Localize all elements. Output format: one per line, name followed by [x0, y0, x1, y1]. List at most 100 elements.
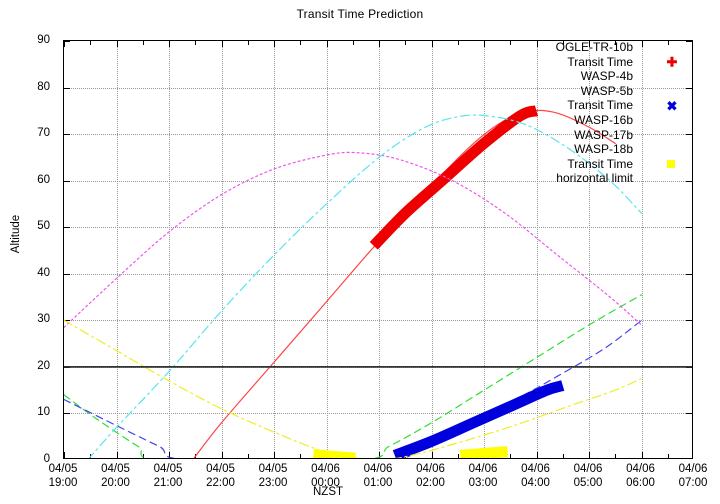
gridline-horizontal [64, 87, 692, 89]
x-tick-mark-minor [562, 41, 564, 45]
x-tick-mark [64, 41, 65, 47]
gridline-horizontal [64, 413, 692, 415]
gridline-horizontal [64, 180, 692, 182]
x-tick-mark [274, 41, 275, 47]
y-tick-label: 70 [37, 127, 50, 140]
x-tick-label: 04/05 23:00 [259, 462, 288, 490]
x-tick-mark-minor [195, 41, 197, 45]
x-tick-date: 04/06 [521, 463, 550, 475]
x-tick-time: 23:00 [258, 477, 288, 489]
x-tick-mark-minor [615, 41, 617, 45]
x-tick-mark-minor [667, 454, 669, 458]
x-tick-time: 01:00 [363, 477, 393, 489]
legend-item: Transit Time [500, 157, 693, 172]
x-tick-mark-minor [510, 454, 512, 458]
x-tick-time: 03:00 [468, 477, 498, 489]
x-tick-label: 04/05 20:00 [101, 462, 130, 490]
series-line [369, 105, 539, 250]
gridline-vertical [326, 41, 328, 458]
legend-marker-plus: ✚ [666, 54, 678, 70]
legend-label: WASP-17b [574, 127, 633, 142]
x-tick-mark-minor [142, 41, 144, 45]
y-tick-mark [64, 273, 70, 275]
x-tick-mark [484, 41, 485, 47]
x-tick-date: 04/05 [101, 463, 130, 475]
x-tick-mark [431, 41, 433, 47]
y-tick-mark [64, 180, 70, 182]
series-line [64, 319, 643, 458]
x-tick-date: 04/05 [153, 463, 183, 475]
y-tick-label: 90 [37, 34, 50, 46]
legend-item: OGLE-TR-10b [500, 40, 693, 55]
y-tick-label: 50 [37, 220, 50, 233]
x-tick-mark [116, 41, 118, 47]
x-tick-mark-minor [90, 41, 92, 45]
x-tick-mark-minor [247, 454, 249, 458]
series-line [88, 114, 643, 458]
gridline-horizontal [64, 134, 692, 136]
y-tick-label: 20 [37, 359, 50, 372]
y-tick-label: 80 [37, 80, 50, 93]
series-line [392, 380, 565, 458]
x-tick-mark-minor [300, 41, 302, 45]
x-tick-mark-minor [300, 454, 302, 458]
x-tick-mark-minor [510, 41, 512, 45]
x-tick-date: 04/06 [678, 463, 708, 475]
y-tick-mark [686, 180, 692, 182]
x-tick-time: 20:00 [101, 477, 130, 489]
x-tick-mark [641, 452, 643, 458]
gridline-vertical [431, 41, 433, 458]
y-tick-label: 40 [37, 266, 50, 279]
gridline-vertical [379, 41, 380, 458]
x-tick-date: 04/06 [573, 463, 603, 475]
x-tick-mark [274, 452, 275, 458]
y-tick-label: 0 [43, 453, 50, 465]
x-tick-label: 04/06 02:00 [416, 462, 445, 490]
y-tick-mark [686, 273, 692, 275]
legend-label: WASP-5b [580, 83, 633, 98]
x-tick-time: 02:00 [416, 477, 445, 489]
x-tick-date: 04/06 [626, 463, 655, 475]
y-tick-label: 30 [37, 313, 50, 326]
legend-label: horizontal limit [556, 171, 633, 186]
x-tick-label: 04/06 07:00 [679, 462, 708, 490]
y-tick-mark [64, 87, 70, 89]
x-tick-date: 04/06 [311, 463, 340, 475]
legend-marker-square [667, 160, 675, 169]
x-tick-label: 04/05 19:00 [49, 462, 78, 490]
legend-label: Transit Time [567, 98, 633, 113]
legend-item: WASP-16b [500, 113, 693, 128]
x-tick-mark [169, 41, 170, 47]
series-line [459, 446, 509, 458]
x-tick-time: 22:00 [206, 477, 235, 489]
x-tick-date: 04/05 [258, 463, 288, 475]
gridline-horizontal [64, 273, 692, 275]
x-tick-mark [116, 452, 118, 458]
gridline-vertical [221, 41, 223, 458]
x-tick-label: 04/05 22:00 [206, 462, 235, 490]
x-tick-mark [326, 41, 328, 47]
chart-legend: OGLE-TR-10b Transit Time ✚ WASP-4b WASP-5b Tr… [500, 40, 693, 186]
x-tick-date: 04/06 [416, 463, 445, 475]
legend-label: Transit Time [567, 54, 633, 69]
x-tick-time: 00:00 [311, 477, 340, 489]
data-curves [64, 105, 692, 458]
x-tick-mark-minor [142, 454, 144, 458]
chart-title: Transit Time Prediction [296, 7, 424, 21]
y-tick-mark [686, 134, 692, 136]
x-tick-mark-minor [457, 454, 459, 458]
legend-label: WASP-16b [574, 112, 633, 127]
x-tick-time: 21:00 [153, 477, 183, 489]
x-tick-mark [589, 452, 590, 458]
gridline-horizontal [64, 320, 692, 322]
x-tick-mark-minor [667, 41, 669, 45]
y-tick-mark [686, 227, 692, 229]
x-tick-time: 05:00 [573, 477, 603, 489]
y-tick-mark [64, 227, 70, 229]
gridline-vertical [536, 41, 538, 458]
x-tick-mark [431, 452, 433, 458]
legend-item: Transit Time ✖ [500, 98, 693, 113]
legend-marker-cross: ✖ [666, 98, 678, 114]
x-tick-mark-minor [457, 41, 459, 45]
